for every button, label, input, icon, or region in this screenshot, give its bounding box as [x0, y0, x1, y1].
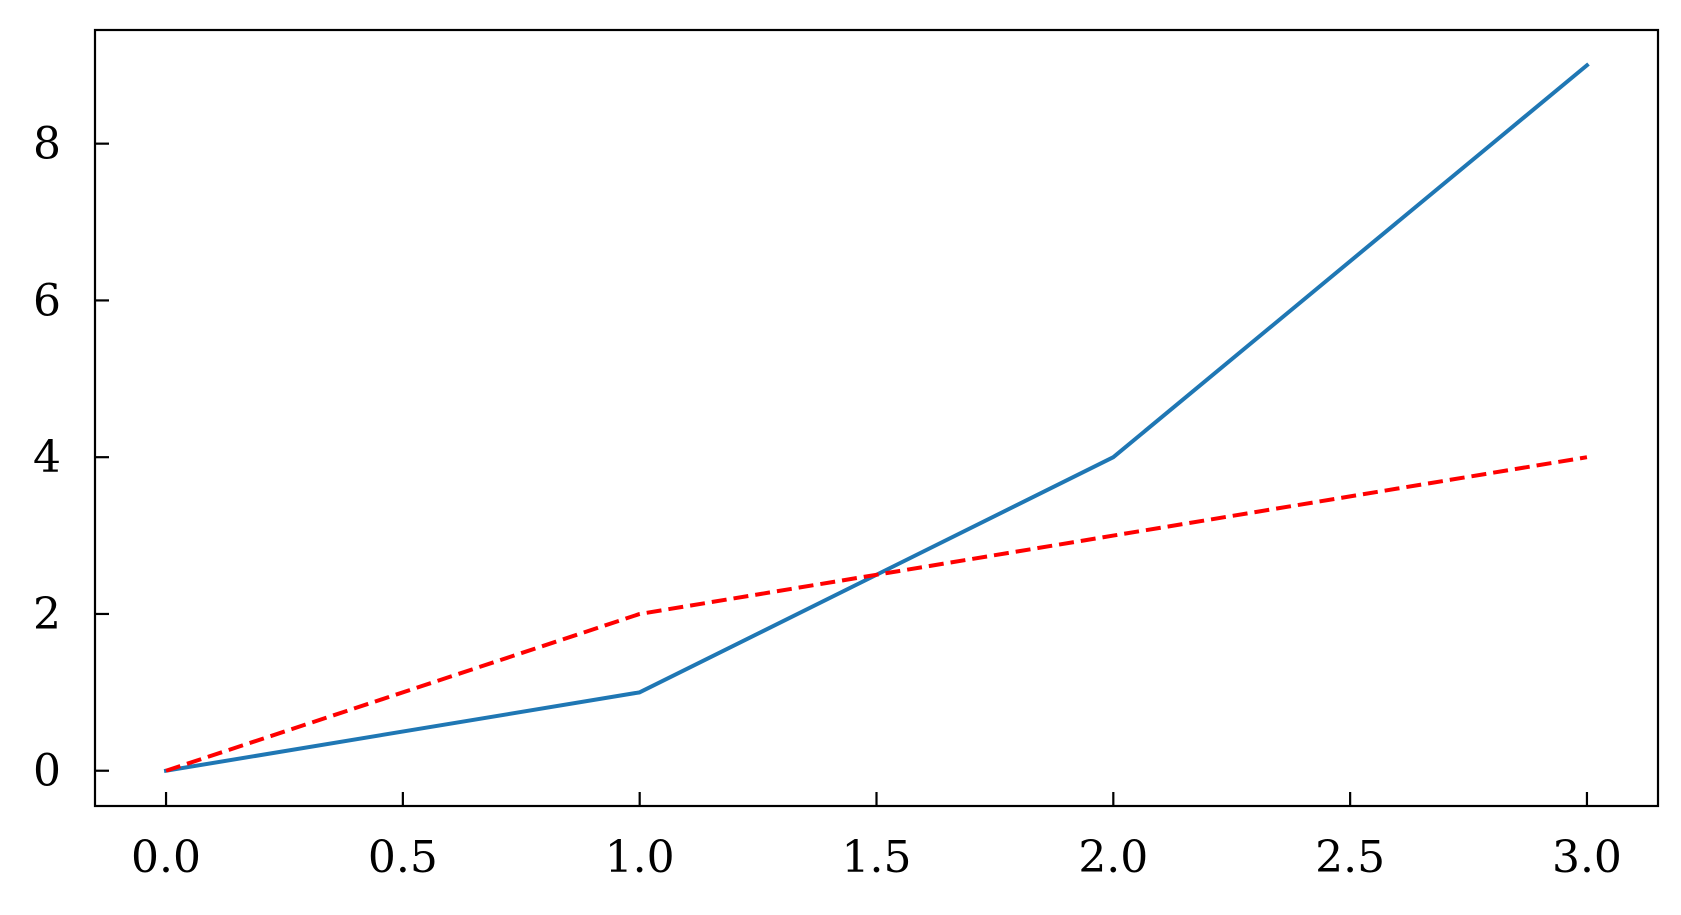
- y-tick-label: 4: [33, 432, 61, 483]
- plot-frame: [93, 28, 1660, 808]
- x-tick-label: 2.5: [1315, 832, 1385, 883]
- x-tick-label: 1.5: [842, 832, 912, 883]
- x-tick-label: 2.0: [1078, 832, 1148, 883]
- x-tick-label: 1.0: [605, 832, 675, 883]
- x-tick-label: 0.5: [368, 832, 438, 883]
- y-tick-label: 6: [33, 275, 61, 326]
- x-tick-label: 3.0: [1552, 832, 1622, 883]
- y-tick-label: 2: [33, 589, 61, 640]
- x-tick-label: 0.0: [131, 832, 201, 883]
- series-layer: [163, 62, 1590, 774]
- tick-labels-layer: 0.0 0.5 1.0 1.5 2.0 2.5 3.0 0 2 4 6 8: [33, 119, 1622, 883]
- y-tick-label: 8: [33, 119, 61, 170]
- series-line-2: [165, 455, 1588, 773]
- ticks-layer: [95, 142, 1589, 806]
- y-tick-label: 0: [33, 746, 61, 797]
